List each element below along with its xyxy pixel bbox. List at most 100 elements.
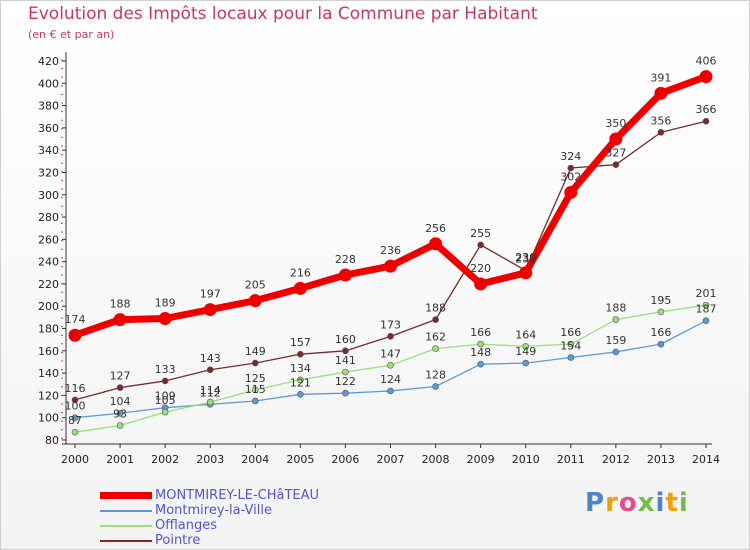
- data-label-montmirey-la-ville: 149: [515, 345, 536, 358]
- x-tick-label: 2002: [151, 453, 179, 466]
- data-label-pointre: 188: [425, 302, 446, 315]
- x-tick-label: 2009: [467, 453, 495, 466]
- y-tick-label: 240: [38, 256, 59, 269]
- data-label-montmirey-la-ville: 121: [290, 376, 311, 389]
- legend-item-montmirey-le-chateau: MONTMIREY-LE-CHâTEAU: [100, 488, 319, 503]
- data-label-offlanges: 166: [560, 326, 581, 339]
- data-point-pointre: [206, 366, 214, 374]
- logo-letter: P: [585, 488, 606, 518]
- x-tick-label: 2014: [692, 453, 720, 466]
- data-point-montmirey-le-ch-teau: [338, 268, 352, 282]
- data-label-montmirey-la-ville: 124: [380, 373, 401, 386]
- data-point-montmirey-le-ch-teau: [429, 237, 443, 251]
- data-label-montmirey-la-ville: 100: [65, 400, 86, 413]
- data-point-montmirey-le-ch-teau: [158, 311, 172, 325]
- data-label-montmirey-la-ville: 148: [470, 346, 491, 359]
- x-tick-label: 2012: [602, 453, 630, 466]
- y-tick-label: 260: [38, 233, 59, 246]
- data-point-offlanges: [297, 376, 304, 384]
- data-label-montmirey-le-ch-teau: 174: [65, 313, 86, 326]
- data-point-pointre: [342, 347, 349, 355]
- data-label-pointre: 324: [560, 150, 581, 163]
- data-label-pointre: 149: [245, 345, 266, 358]
- data-label-montmirey-la-ville: 159: [605, 334, 626, 347]
- data-point-offlanges: [161, 408, 169, 416]
- data-point-pointre: [116, 384, 124, 391]
- data-point-offlanges: [657, 308, 665, 316]
- data-label-montmirey-la-ville: 112: [200, 386, 221, 399]
- data-label-offlanges: 147: [380, 347, 401, 360]
- data-label-offlanges: 93: [113, 408, 127, 421]
- data-label-pointre: 143: [200, 352, 221, 365]
- data-point-pointre: [251, 359, 259, 367]
- data-point-montmirey-la-ville: [71, 414, 79, 422]
- data-label-offlanges: 125: [245, 372, 266, 385]
- data-label-offlanges: 188: [605, 302, 626, 315]
- y-tick-label: 180: [38, 323, 59, 336]
- chart-title: Evolution des Impôts locaux pour la Comm…: [28, 4, 538, 24]
- legend-item-pointre: Pointre: [100, 533, 319, 548]
- data-label-offlanges: 141: [335, 354, 356, 367]
- data-point-pointre: [702, 117, 710, 125]
- data-point-montmirey-la-ville: [477, 360, 484, 368]
- data-point-montmirey-le-ch-teau: [564, 186, 578, 200]
- legend-item-offlanges: Offlanges: [100, 518, 319, 533]
- y-tick-label: 340: [38, 144, 59, 157]
- data-label-pointre: 366: [696, 103, 717, 116]
- y-tick-label: 320: [38, 166, 59, 179]
- proxiti-logo: Proxiti: [585, 488, 689, 518]
- data-point-montmirey-le-ch-teau: [699, 70, 713, 84]
- data-point-pointre: [387, 333, 394, 340]
- y-tick-label: 220: [38, 278, 59, 291]
- y-tick-label: 200: [38, 300, 59, 313]
- data-label-montmirey-le-ch-teau: 216: [290, 266, 311, 279]
- data-point-montmirey-le-ch-teau: [293, 281, 307, 295]
- legend-label-offlanges: Offlanges: [155, 518, 218, 533]
- logo-letter: o: [618, 488, 638, 518]
- data-label-pointre: 356: [650, 114, 671, 127]
- data-label-pointre: 127: [110, 370, 131, 383]
- data-label-montmirey-le-ch-teau: 228: [335, 253, 356, 266]
- data-label-pointre: 133: [155, 363, 176, 376]
- data-point-montmirey-la-ville: [297, 390, 304, 398]
- data-point-offlanges: [342, 368, 349, 376]
- data-point-montmirey-la-ville: [522, 359, 530, 367]
- y-tick-label: 300: [38, 189, 59, 202]
- data-point-montmirey-le-ch-teau: [384, 259, 397, 273]
- logo-letter: t: [665, 488, 679, 518]
- legend: MONTMIREY-LE-CHâTEAU Montmirey-la-Ville …: [100, 488, 319, 548]
- data-label-montmirey-le-ch-teau: 189: [155, 296, 176, 309]
- data-label-offlanges: 162: [425, 331, 446, 344]
- data-point-offlanges: [206, 398, 214, 406]
- y-tick-label: 120: [38, 389, 59, 402]
- data-label-montmirey-le-ch-teau: 205: [245, 279, 266, 292]
- data-point-montmirey-le-ch-teau: [68, 328, 82, 342]
- data-label-offlanges: 166: [470, 326, 491, 339]
- y-tick-label: 280: [38, 211, 59, 224]
- data-label-pointre: 327: [605, 147, 626, 160]
- data-point-offlanges: [71, 428, 79, 436]
- data-point-montmirey-la-ville: [116, 409, 124, 417]
- data-label-montmirey-le-ch-teau: 197: [200, 288, 221, 301]
- data-label-montmirey-la-ville: 104: [110, 395, 131, 408]
- legend-label-montmirey-le-chateau: MONTMIREY-LE-CHâTEAU: [155, 488, 320, 503]
- data-label-montmirey-le-ch-teau: 350: [605, 117, 626, 130]
- data-point-pointre: [477, 241, 484, 249]
- data-label-montmirey-le-ch-teau: 406: [696, 55, 717, 68]
- legend-label-pointre: Pointre: [155, 533, 201, 548]
- y-tick-label: 80: [45, 434, 59, 447]
- data-label-montmirey-la-ville: 166: [650, 326, 671, 339]
- x-tick-label: 2001: [106, 453, 134, 466]
- data-label-montmirey-le-ch-teau: 220: [470, 262, 491, 275]
- data-label-montmirey-le-ch-teau: 391: [650, 71, 671, 84]
- data-point-pointre: [161, 377, 169, 385]
- data-point-montmirey-le-ch-teau: [113, 313, 127, 327]
- legend-swatch-pointre: [100, 539, 152, 542]
- data-point-offlanges: [387, 362, 394, 369]
- data-point-montmirey-le-ch-teau: [654, 86, 668, 100]
- data-point-montmirey-la-ville: [702, 317, 710, 325]
- y-tick-label: 160: [38, 345, 59, 358]
- data-label-montmirey-la-ville: 109: [155, 390, 176, 403]
- x-tick-label: 2000: [61, 453, 89, 466]
- data-label-offlanges: 105: [155, 394, 176, 407]
